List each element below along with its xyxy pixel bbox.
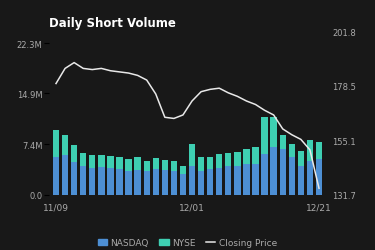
Bar — [153, 158, 159, 169]
Bar — [307, 161, 313, 195]
Bar — [307, 141, 313, 161]
Bar — [225, 166, 231, 195]
Bar — [270, 117, 277, 148]
Bar — [144, 161, 150, 171]
Bar — [53, 158, 59, 195]
Bar — [289, 144, 295, 158]
Bar — [135, 170, 141, 195]
Bar — [107, 168, 114, 195]
Bar — [180, 175, 186, 195]
Bar — [207, 169, 213, 195]
Bar — [80, 166, 86, 195]
Bar — [234, 166, 240, 195]
Bar — [89, 168, 96, 195]
Bar — [71, 162, 77, 195]
Bar — [135, 158, 141, 170]
Bar — [171, 161, 177, 171]
Bar — [116, 158, 123, 169]
Bar — [198, 158, 204, 171]
Bar — [162, 160, 168, 170]
Bar — [279, 149, 286, 195]
Bar — [316, 143, 322, 160]
Bar — [252, 147, 259, 164]
Bar — [261, 117, 268, 154]
Bar — [216, 168, 222, 195]
Bar — [62, 156, 68, 195]
Bar — [116, 169, 123, 195]
Bar — [171, 171, 177, 195]
Bar — [98, 167, 105, 195]
Bar — [98, 155, 105, 167]
Bar — [207, 157, 213, 169]
Bar — [298, 152, 304, 166]
Bar — [53, 131, 59, 158]
Bar — [243, 150, 250, 164]
Bar — [153, 169, 159, 195]
Bar — [89, 156, 96, 168]
Text: Daily Short Volume: Daily Short Volume — [49, 17, 176, 30]
Bar — [180, 166, 186, 175]
Bar — [316, 160, 322, 195]
Bar — [125, 160, 132, 171]
Bar — [107, 156, 114, 168]
Bar — [243, 164, 250, 195]
Bar — [162, 170, 168, 195]
Bar — [234, 152, 240, 166]
Bar — [298, 166, 304, 195]
Legend: NASDAQ, NYSE, Closing Price: NASDAQ, NYSE, Closing Price — [94, 234, 281, 250]
Bar — [198, 171, 204, 195]
Bar — [252, 164, 259, 195]
Bar — [80, 153, 86, 166]
Bar — [261, 154, 268, 195]
Bar — [62, 136, 68, 156]
Bar — [216, 154, 222, 168]
Bar — [189, 145, 195, 167]
Bar — [225, 153, 231, 166]
Bar — [270, 148, 277, 195]
Bar — [189, 166, 195, 195]
Bar — [289, 158, 295, 195]
Bar — [125, 171, 132, 195]
Bar — [279, 136, 286, 149]
Bar — [71, 146, 77, 162]
Bar — [144, 171, 150, 195]
